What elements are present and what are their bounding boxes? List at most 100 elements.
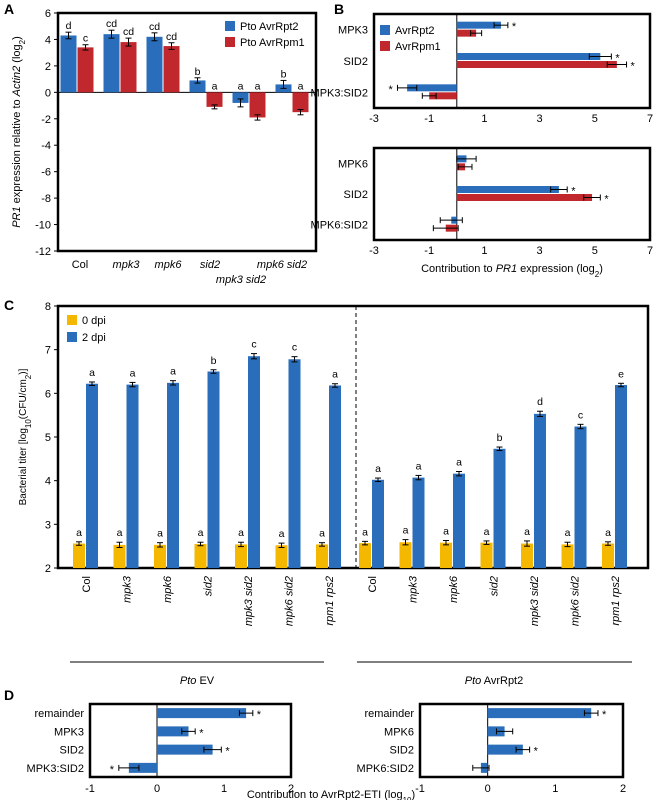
bar	[440, 542, 452, 568]
bar	[316, 544, 328, 568]
significance-letter: b	[497, 432, 503, 444]
chart-c: 2 3 4 5 6 7 8 a a Col a a mpk3 a a mpk6 a b sid2 a c mpk3 sid…	[18, 301, 650, 687]
bar	[480, 542, 493, 568]
significance-letter: c	[251, 339, 256, 351]
bar	[487, 708, 592, 719]
legend-swatch	[67, 332, 77, 342]
category-label: mpk6	[155, 259, 183, 271]
plot-frame	[372, 12, 652, 110]
significance-letter: a	[565, 527, 571, 539]
bar	[359, 543, 371, 568]
y-axis-label: PR1 expression relative to Actin2 (log2)	[11, 36, 27, 228]
bar	[534, 413, 546, 568]
panel-letter-b: B	[334, 1, 344, 17]
legend-label: 0 dpi	[82, 315, 106, 327]
significance-letter: b	[211, 355, 217, 367]
group-label: Pto AvrRpt2	[465, 675, 524, 687]
y-tick-label: 4	[45, 34, 51, 46]
bar	[146, 36, 163, 93]
y-tick-label: -6	[41, 167, 51, 179]
bar	[73, 543, 85, 568]
bar	[561, 544, 574, 568]
x-tick-label: 3	[537, 245, 543, 257]
category-label: mpk6	[162, 575, 174, 603]
x-tick-label: 7	[647, 113, 653, 125]
panel-letter-d: D	[4, 687, 14, 703]
category-label: mpk3 sid2	[243, 576, 255, 626]
y-tick-label: 0	[45, 87, 51, 99]
significance-star: *	[571, 186, 576, 198]
significance-letter: a	[76, 527, 82, 539]
bar	[157, 708, 247, 719]
y-tick-label: -4	[41, 140, 51, 152]
significance-star: *	[257, 709, 262, 721]
category-label: mpk6 sid2	[284, 576, 296, 626]
significance-star: *	[604, 194, 609, 206]
significance-letter: a	[117, 527, 123, 539]
x-tick-label: 2	[620, 783, 626, 795]
category-label: MPK3	[54, 726, 84, 738]
y-tick-label: 4	[45, 476, 51, 488]
chart-d-mpk6: -1 0 1 2 remainder * MPK6 SID2 * MPK6:SID2	[357, 702, 626, 795]
x-tick-label: -1	[85, 783, 95, 795]
bar	[275, 545, 288, 568]
plot-frame	[56, 304, 650, 570]
significance-letter: a	[332, 369, 338, 381]
category-label: mpk3	[122, 575, 134, 603]
category-label: MPK3:SID2	[311, 87, 368, 99]
bar	[60, 35, 77, 93]
bar	[521, 543, 533, 568]
category-label: MPK3:SID2	[27, 763, 84, 775]
x-tick-label: 1	[481, 245, 487, 257]
bar	[487, 744, 523, 755]
category-label: SID2	[390, 745, 414, 757]
significance-letter: a	[362, 526, 368, 538]
y-tick-label: 5	[45, 432, 51, 444]
x-axis-label: Contribution to PR1 expression (log2)	[421, 263, 603, 279]
significance-letter: d	[66, 20, 72, 32]
legend-swatch	[225, 37, 235, 47]
bar	[103, 34, 120, 93]
bar	[232, 92, 249, 103]
significance-letter: e	[618, 368, 624, 380]
significance-letter: c	[292, 342, 297, 354]
bar	[615, 385, 627, 568]
x-tick-label: -1	[424, 245, 434, 257]
y-tick-label: 6	[45, 388, 51, 400]
y-tick-label: 2	[45, 563, 51, 575]
significance-star: *	[110, 764, 115, 776]
bar	[167, 382, 179, 568]
category-label: rpm1 rps2	[324, 576, 336, 626]
bar	[194, 543, 207, 568]
category-label: rpm1 rps2	[610, 576, 622, 626]
bar	[163, 46, 180, 93]
significance-letter: a	[319, 528, 325, 540]
legend-label: AvrRpm1	[395, 41, 441, 53]
significance-letter: a	[255, 80, 261, 92]
significance-letter: a	[157, 528, 163, 540]
bar	[412, 477, 425, 568]
significance-letter: a	[403, 525, 409, 537]
significance-star: *	[602, 709, 607, 721]
panel-letter-a: A	[4, 1, 14, 17]
category-label: MPK6:SID2	[357, 763, 414, 775]
x-tick-label: -1	[415, 783, 425, 795]
category-label: MPK3	[338, 25, 368, 37]
bar	[456, 186, 559, 193]
bar	[86, 383, 98, 568]
bar	[157, 726, 189, 737]
significance-letter: a	[212, 80, 218, 92]
bar	[292, 92, 309, 113]
x-tick-label: 5	[592, 245, 598, 257]
plot-frame	[88, 702, 293, 779]
bar	[207, 371, 220, 568]
significance-letter: b	[281, 68, 287, 80]
category-label: Col	[81, 576, 93, 593]
bar	[453, 473, 465, 568]
significance-letter: cd	[149, 21, 160, 33]
category-label: remainder	[364, 708, 414, 720]
y-tick-label: 2	[45, 61, 51, 73]
x-tick-label: 1	[552, 783, 558, 795]
y-tick-label: -8	[41, 193, 51, 205]
